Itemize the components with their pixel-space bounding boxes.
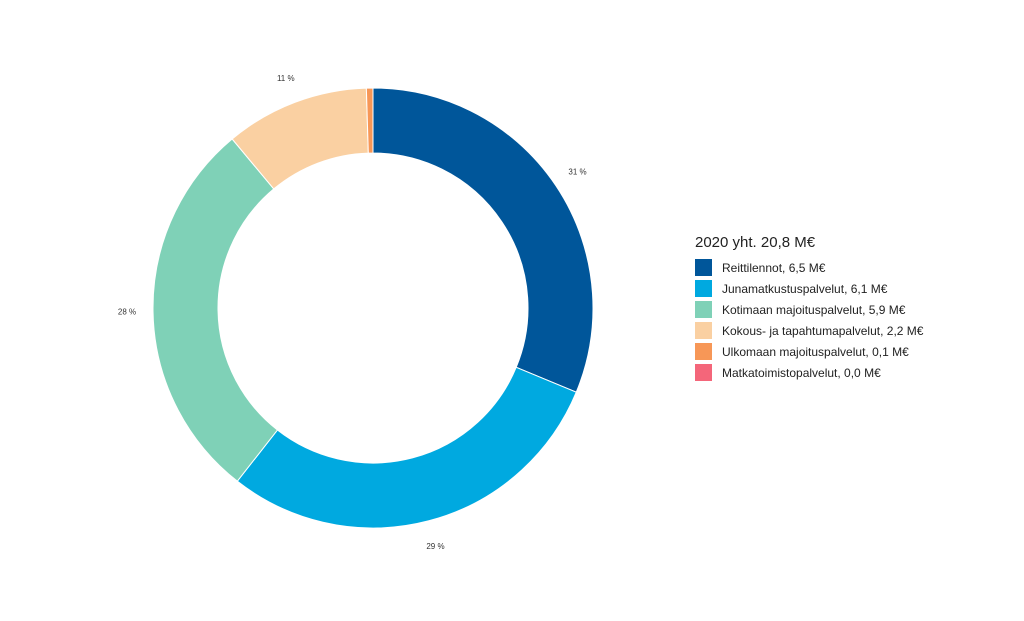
slice-percent-label: 11 % — [277, 74, 295, 83]
legend-item[interactable]: Kokous- ja tapahtumapalvelut, 2,2 M€ — [695, 320, 923, 341]
legend-swatch — [695, 364, 712, 381]
legend: 2020 yht. 20,8 M€ Reittilennot, 6,5 M€ Ju… — [695, 234, 923, 383]
legend-label: Matkatoimistopalvelut, 0,0 M€ — [722, 365, 881, 380]
legend-swatch — [695, 343, 712, 360]
legend-swatch — [695, 322, 712, 339]
legend-label: Kokous- ja tapahtumapalvelut, 2,2 M€ — [722, 323, 924, 338]
legend-swatch — [695, 301, 712, 318]
slice-percent-label: 29 % — [426, 542, 444, 551]
legend-label: Ulkomaan majoituspalvelut, 0,1 M€ — [722, 344, 909, 359]
donut-slice[interactable] — [372, 87, 594, 393]
donut-slice[interactable] — [152, 138, 279, 482]
legend-label: Reittilennot, 6,5 M€ — [722, 260, 826, 275]
legend-title: 2020 yht. 20,8 M€ — [695, 234, 816, 251]
legend-swatch — [695, 259, 712, 276]
slice-percent-label: 31 % — [568, 167, 586, 176]
legend-item[interactable]: Kotimaan majoituspalvelut, 5,9 M€ — [695, 299, 923, 320]
legend-item[interactable]: Matkatoimistopalvelut, 0,0 M€ — [695, 362, 923, 383]
legend-item[interactable]: Reittilennot, 6,5 M€ — [695, 257, 923, 278]
legend-swatch — [695, 280, 712, 297]
donut-slice[interactable] — [365, 87, 374, 154]
legend-label: Kotimaan majoituspalvelut, 5,9 M€ — [722, 302, 906, 317]
legend-item[interactable]: Junamatkustuspalvelut, 6,1 M€ — [695, 278, 923, 299]
donut-slice[interactable] — [236, 366, 577, 529]
slice-percent-label: 28 % — [118, 308, 136, 317]
legend-label: Junamatkustuspalvelut, 6,1 M€ — [722, 281, 888, 296]
legend-item[interactable]: Ulkomaan majoituspalvelut, 0,1 M€ — [695, 341, 923, 362]
